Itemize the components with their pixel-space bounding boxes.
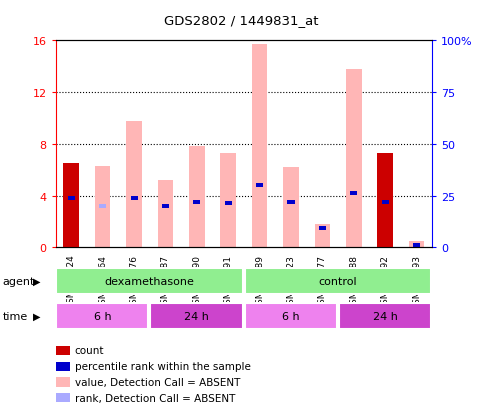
Bar [339,304,431,329]
Text: control: control [319,276,357,286]
Bar [409,241,425,248]
Text: 24 h: 24 h [373,311,398,321]
Bar [63,164,79,248]
Bar [150,304,242,329]
Text: rank, Detection Call = ABSENT: rank, Detection Call = ABSENT [75,393,235,403]
Bar [68,197,75,201]
Text: 6 h: 6 h [282,311,300,321]
Bar [63,164,79,248]
Bar [377,154,393,248]
Bar [287,201,295,204]
Text: time: time [2,311,28,321]
Bar [56,268,242,294]
Bar [189,147,205,248]
Bar [95,166,111,248]
Text: count: count [75,346,104,356]
Text: GDS2802 / 1449831_at: GDS2802 / 1449831_at [164,14,319,27]
Bar [319,226,326,230]
Bar [56,304,148,329]
Bar [382,201,389,204]
Bar [244,304,337,329]
Bar [413,243,420,247]
Bar [377,154,393,248]
Text: ▶: ▶ [33,311,41,321]
Text: agent: agent [2,276,35,286]
Text: percentile rank within the sample: percentile rank within the sample [75,361,251,371]
Bar [314,225,330,248]
Bar [256,184,263,188]
Bar [99,204,106,209]
Bar [350,192,357,195]
Bar [162,204,169,209]
Bar [157,180,173,248]
Bar [193,201,200,204]
Bar [220,154,236,248]
Text: value, Detection Call = ABSENT: value, Detection Call = ABSENT [75,377,240,387]
Bar [126,121,142,248]
Text: 24 h: 24 h [185,311,209,321]
Text: 6 h: 6 h [94,311,112,321]
Bar [252,45,268,248]
Text: dexamethasone: dexamethasone [105,276,195,286]
Bar [244,268,431,294]
Bar [346,70,362,248]
Bar [225,202,232,206]
Bar [130,197,138,201]
Text: ▶: ▶ [33,276,41,286]
Bar [283,168,299,248]
